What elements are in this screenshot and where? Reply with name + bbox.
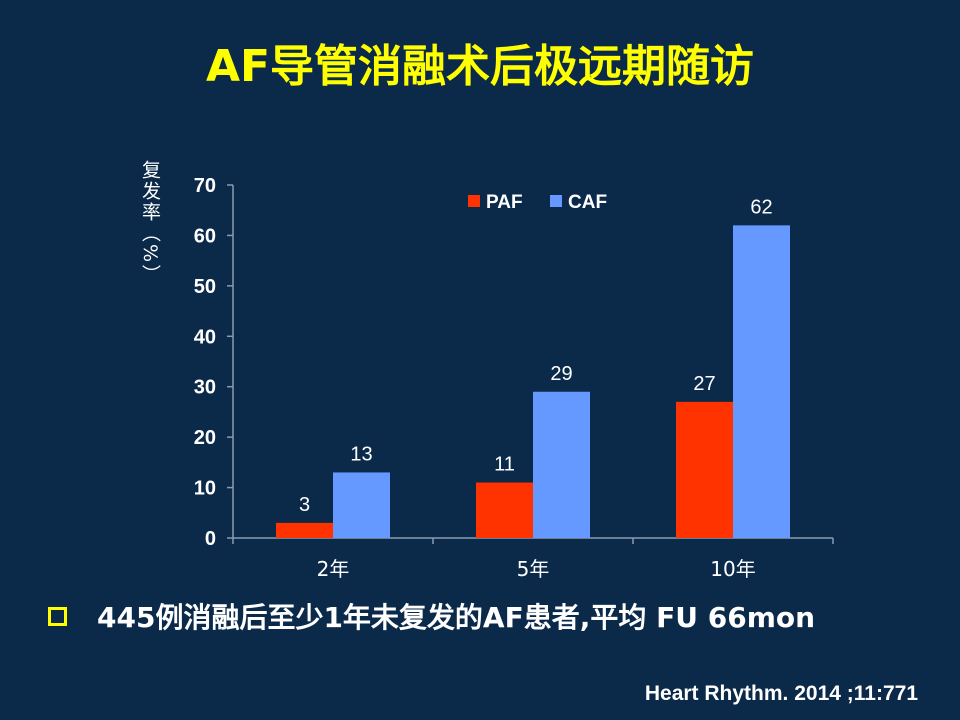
bar-paf-1 — [476, 482, 533, 538]
y-tick-label: 70 — [194, 175, 216, 197]
data-label: 29 — [550, 363, 572, 385]
data-label: 27 — [693, 373, 715, 395]
bar-caf-1 — [533, 391, 590, 538]
bar-paf-0 — [276, 522, 333, 538]
y-tick-label: 60 — [194, 225, 216, 247]
legend-label-paf: PAF — [486, 192, 523, 213]
bar-chart: 0 10 20 30 40 50 60 70 3 13 2年 11 29 5年 27 62 10年 PAF CAF — [194, 175, 834, 581]
y-axis-label: 复发率（%） — [139, 160, 161, 286]
y-tick-label: 40 — [194, 326, 216, 348]
bar-caf-2 — [733, 225, 790, 539]
x-tick-label: 10年 — [710, 557, 755, 581]
data-label: 13 — [350, 443, 372, 465]
bar-caf-0 — [333, 472, 390, 538]
legend-swatch-paf — [468, 195, 480, 207]
legend-swatch-caf — [550, 195, 562, 207]
y-tick-label: 50 — [194, 276, 216, 298]
data-label: 11 — [494, 454, 515, 476]
bullet-text: 445例消融后至少1年未复发的AF患者,平均 FU 66mon — [97, 601, 816, 634]
x-tick-label: 5年 — [517, 557, 550, 581]
square-bullet-icon — [48, 606, 67, 626]
bullet-row: 445例消融后至少1年未复发的AF患者,平均 FU 66mon — [48, 596, 815, 636]
y-tick-label: 0 — [205, 528, 216, 550]
citation: Heart Rhythm. 2014 ;11:771 — [644, 682, 918, 705]
data-label: 62 — [750, 196, 772, 218]
data-label: 3 — [299, 494, 310, 516]
y-tick-label: 20 — [194, 427, 216, 449]
y-tick-label: 30 — [194, 377, 216, 399]
y-tick-label: 10 — [194, 478, 216, 500]
slide-title: AF导管消融术后极远期随访 — [205, 41, 755, 92]
legend-label-caf: CAF — [568, 192, 607, 213]
x-tick-label: 2年 — [317, 557, 350, 581]
bar-paf-2 — [676, 401, 733, 538]
